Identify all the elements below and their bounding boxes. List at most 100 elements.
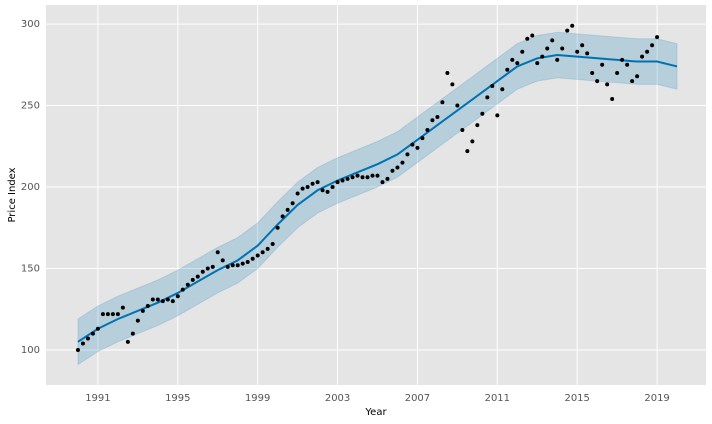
observed-point <box>510 57 515 62</box>
observed-point <box>275 225 280 230</box>
observed-point <box>155 297 160 302</box>
observed-point <box>540 54 545 59</box>
observed-point <box>375 173 380 178</box>
plot-background <box>46 5 706 385</box>
observed-point <box>425 127 430 132</box>
observed-point <box>295 191 300 196</box>
observed-point <box>170 299 175 304</box>
observed-point <box>105 312 110 317</box>
uncertainty-band <box>77 31 678 366</box>
x-tick-label: 2015 <box>564 393 589 404</box>
observed-point <box>580 43 585 48</box>
observed-point <box>255 253 260 258</box>
observed-point <box>445 70 450 75</box>
observed-point <box>635 74 640 79</box>
observed-point <box>225 264 230 269</box>
observed-point <box>350 175 355 180</box>
observed-point <box>385 176 390 181</box>
observed-point <box>605 82 610 87</box>
observed-point <box>340 178 345 183</box>
observed-point <box>335 180 340 185</box>
observed-point <box>130 331 135 336</box>
observed-point <box>415 145 420 150</box>
observed-point <box>300 186 305 191</box>
x-tick-label: 2003 <box>325 393 350 404</box>
y-tick-label: 250 <box>21 101 40 112</box>
observed-point <box>585 51 590 56</box>
observed-point <box>555 57 560 62</box>
observed-point <box>135 318 140 323</box>
observed-point <box>75 347 80 352</box>
observed-point <box>530 33 535 38</box>
observed-point <box>570 23 575 28</box>
observed-point <box>195 274 200 279</box>
x-tick-label: 1999 <box>245 393 270 404</box>
observed-point <box>410 142 415 147</box>
observed-point <box>465 149 470 154</box>
observed-point <box>370 173 375 178</box>
observed-point <box>485 95 490 100</box>
observed-point <box>235 263 240 268</box>
x-tick-label: 2007 <box>405 393 430 404</box>
observed-point <box>90 331 95 336</box>
y-tick-label: 300 <box>21 19 40 30</box>
observed-point <box>330 185 335 190</box>
observed-point <box>625 62 630 67</box>
observed-point <box>260 250 265 255</box>
observed-point <box>505 67 510 72</box>
observed-point <box>615 70 620 75</box>
observed-point <box>355 173 360 178</box>
observed-point <box>440 100 445 105</box>
observed-point <box>325 189 330 194</box>
observed-point <box>120 305 125 310</box>
observed-point <box>190 277 195 282</box>
observed-point <box>285 207 290 212</box>
observed-point <box>655 35 660 40</box>
observed-point <box>150 297 155 302</box>
observed-point <box>360 175 365 180</box>
observed-point <box>110 312 115 317</box>
observed-point <box>165 297 170 302</box>
observed-point <box>140 308 145 313</box>
observed-point <box>100 312 105 317</box>
observed-point <box>95 326 100 331</box>
observed-point <box>600 62 605 67</box>
observed-point <box>220 258 225 263</box>
observed-point <box>620 57 625 62</box>
observed-point <box>420 136 425 141</box>
observed-point <box>280 214 285 219</box>
observed-point <box>380 180 385 185</box>
observed-point <box>210 264 215 269</box>
observed-point <box>640 54 645 59</box>
observed-point <box>645 49 650 54</box>
forecast-line <box>77 54 678 343</box>
observed-point <box>560 46 565 51</box>
observed-point <box>650 43 655 48</box>
observed-point <box>525 36 530 41</box>
observed-point <box>630 79 635 84</box>
observed-point <box>305 185 310 190</box>
observed-point <box>400 160 405 165</box>
observed-point <box>495 113 500 118</box>
observed-point <box>575 49 580 54</box>
observed-point <box>455 103 460 108</box>
observed-point <box>480 111 485 116</box>
observed-point <box>475 123 480 128</box>
observed-point <box>85 336 90 341</box>
observed-point <box>265 246 270 251</box>
observed-point <box>230 263 235 268</box>
observed-point <box>310 181 315 186</box>
observed-point <box>515 61 520 66</box>
observed-point <box>565 28 570 33</box>
observed-point <box>460 127 465 132</box>
observed-point <box>520 49 525 54</box>
x-tick-label: 2011 <box>485 393 510 404</box>
observed-point <box>115 312 120 317</box>
observed-point <box>315 180 320 185</box>
observed-point <box>470 139 475 144</box>
observed-point <box>590 70 595 75</box>
observed-point <box>80 341 85 346</box>
x-axis-label: Year <box>364 407 387 418</box>
observed-point <box>595 79 600 84</box>
x-tick-label: 2019 <box>644 393 669 404</box>
